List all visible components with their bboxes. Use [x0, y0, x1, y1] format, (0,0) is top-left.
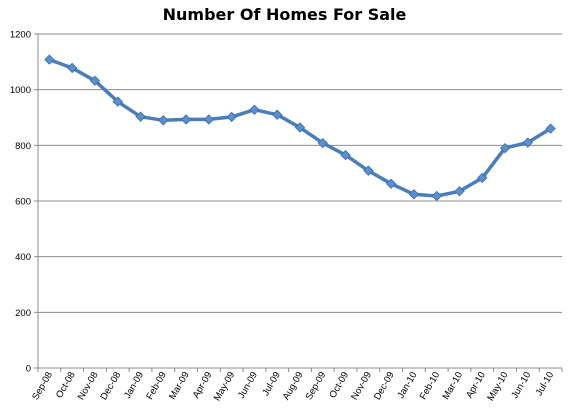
x-tick-label: May-10	[485, 370, 510, 403]
data-point	[272, 109, 283, 120]
y-tick-label: 0	[26, 364, 31, 375]
x-tick-label: Aug-09	[281, 370, 306, 402]
data-point	[340, 149, 351, 161]
x-tick-label: Oct-08	[54, 370, 78, 400]
data-point	[226, 111, 237, 123]
x-tick-label: Apr-09	[191, 370, 215, 400]
data-point	[44, 54, 55, 65]
x-tick-label: Jun-10	[509, 370, 533, 401]
x-tick-label: May-09	[212, 370, 237, 403]
data-point	[112, 96, 123, 107]
data-point	[249, 104, 260, 115]
y-tick-label: 200	[15, 308, 31, 319]
y-tick-label: 600	[15, 197, 31, 208]
y-tick-label: 1000	[10, 85, 31, 96]
data-point	[522, 137, 533, 148]
x-tick-label: Nov-08	[76, 370, 101, 402]
x-tick-label: Jun-09	[236, 370, 260, 401]
data-point	[431, 190, 442, 202]
y-tick-label: 400	[15, 252, 31, 263]
data-point	[545, 123, 556, 134]
x-tick-label: Jul-09	[260, 370, 282, 398]
data-point	[67, 62, 78, 74]
data-point	[499, 142, 511, 154]
x-tick-label: Apr-10	[464, 370, 488, 400]
x-tick-label: Mar-10	[441, 370, 466, 402]
data-point	[158, 115, 169, 126]
x-tick-label: Jan-09	[122, 370, 146, 401]
data-point	[477, 172, 488, 184]
x-tick-label: Dec-09	[372, 370, 397, 402]
data-point	[180, 114, 192, 125]
data-point	[454, 186, 465, 197]
x-tick-label: Oct-09	[327, 370, 351, 400]
data-point	[203, 114, 215, 125]
x-tick-label: Mar-09	[167, 370, 192, 402]
x-tick-label: Feb-10	[418, 370, 443, 402]
x-tick-label: Sep-09	[304, 370, 329, 402]
x-tick-label: Nov-09	[349, 370, 374, 402]
x-tick-label: Sep-08	[30, 370, 55, 402]
x-tick-label: Jul-10	[534, 370, 556, 398]
data-point	[408, 189, 420, 200]
y-tick-label: 800	[15, 141, 31, 152]
data-point	[385, 178, 397, 189]
data-point	[317, 137, 328, 149]
x-tick-label: Dec-08	[98, 370, 123, 402]
data-point	[89, 75, 101, 86]
data-point	[135, 111, 146, 122]
x-tick-label: Feb-09	[144, 370, 169, 402]
data-point	[294, 122, 306, 133]
chart-title: Number Of Homes For Sale	[162, 5, 407, 24]
y-tick-label: 1200	[10, 30, 31, 41]
data-point	[363, 165, 374, 176]
x-tick-label: Jan-10	[395, 370, 419, 401]
